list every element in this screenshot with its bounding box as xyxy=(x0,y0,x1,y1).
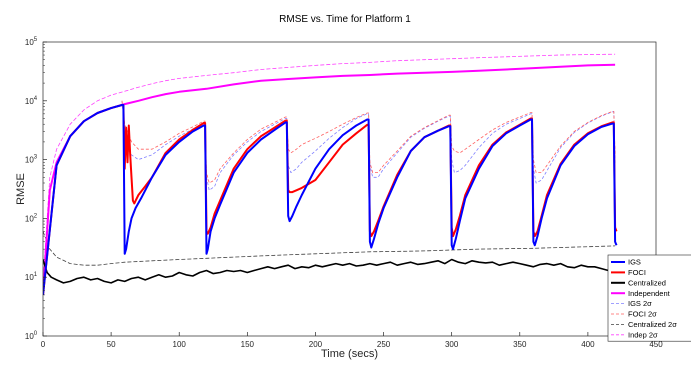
y-axis: 100 101 102 103 104 105 xyxy=(25,37,47,341)
x-tick-label: 400 xyxy=(581,340,595,349)
legend-entry: Indep 2σ xyxy=(628,330,658,339)
legend-entry: FOCI 2σ xyxy=(628,310,657,319)
y-tick-label: 104 xyxy=(25,96,38,106)
x-tick-label: 200 xyxy=(309,340,323,349)
plot-area xyxy=(43,53,618,296)
y-tick-label: 103 xyxy=(25,155,38,165)
x-tick-label: 50 xyxy=(107,340,116,349)
legend-entry: Centralized 2σ xyxy=(628,320,677,329)
series-line-igs xyxy=(43,104,618,296)
y-tick-label: 100 xyxy=(25,331,38,341)
series-line-centralized-2 xyxy=(43,231,616,266)
legend-entry: FOCI xyxy=(628,268,646,277)
y-tick-label: 101 xyxy=(25,272,38,282)
series-line-independent xyxy=(43,63,616,295)
x-tick-label: 100 xyxy=(173,340,187,349)
y-tick-label: 105 xyxy=(25,37,38,47)
x-tick-label: 0 xyxy=(41,340,46,349)
chart-title: RMSE vs. Time for Platform 1 xyxy=(279,14,411,25)
y-axis-label: RMSE xyxy=(15,173,27,205)
legend-box xyxy=(607,254,691,342)
x-tick-label: 150 xyxy=(241,340,255,349)
x-tick-label: 450 xyxy=(649,340,663,349)
x-tick-label: 250 xyxy=(377,340,391,349)
series-line-centralized xyxy=(43,258,616,284)
x-tick-label: 350 xyxy=(513,340,527,349)
x-axis: 0 50 100 150 200 250 300 350 400 450 xyxy=(41,332,663,349)
x-tick-label: 300 xyxy=(445,340,459,349)
y-tick-label: 102 xyxy=(25,213,38,223)
legend-entry: IGS 2σ xyxy=(628,299,652,308)
legend-entry: IGS xyxy=(628,258,641,267)
axes-box xyxy=(42,41,657,337)
x-axis-label: Time (secs) xyxy=(321,348,378,360)
legend-entry: Centralized xyxy=(628,278,666,287)
legend-entry: Independent xyxy=(628,289,671,298)
